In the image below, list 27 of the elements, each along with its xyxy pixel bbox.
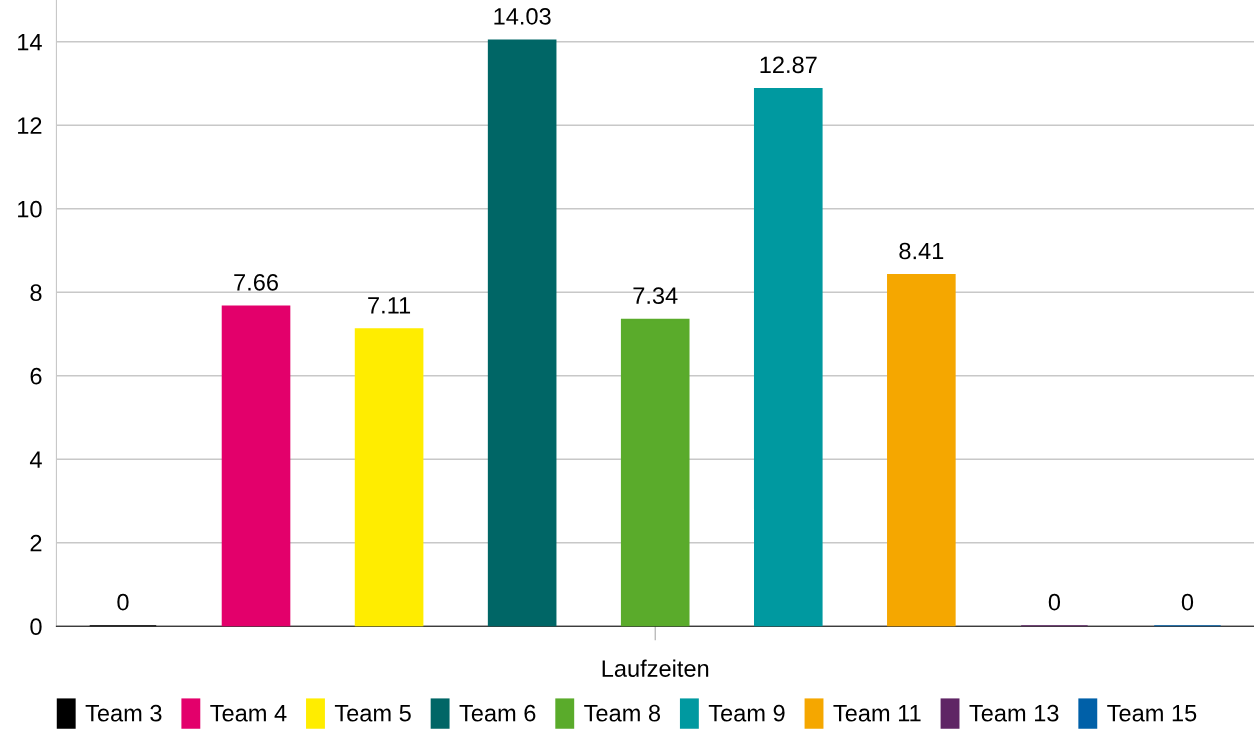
- data-label: 7.66: [234, 273, 278, 291]
- y-tick-label: 12: [18, 117, 42, 134]
- legend-label: Team 3: [85, 704, 162, 722]
- x-tick-label: Laufzeiten: [602, 659, 709, 677]
- legend-label: Team 13: [969, 704, 1059, 722]
- y-tick-label: 14: [18, 34, 42, 51]
- data-label: 12.87: [760, 56, 817, 74]
- legend-label: Team 6: [459, 704, 536, 722]
- legend-label: Team 4: [210, 705, 287, 722]
- y-tick-label: 8: [30, 284, 42, 302]
- data-label: 0: [117, 593, 129, 611]
- legend-label: Team 9: [708, 704, 785, 722]
- y-tick-label: 2: [30, 534, 42, 552]
- y-tick-label: 10: [18, 200, 42, 218]
- data-label: 14.03: [494, 8, 551, 25]
- data-label: 7.11: [368, 297, 411, 314]
- y-tick-label: 6: [30, 367, 42, 385]
- data-label: 0: [1048, 593, 1061, 611]
- y-tick-label: 4: [29, 451, 42, 468]
- legend-label: Team 15: [1107, 705, 1197, 722]
- y-tick-label: 0: [30, 618, 42, 636]
- legend-label: Team 11: [833, 705, 921, 722]
- data-label: 7.34: [633, 287, 678, 305]
- legend-label: Team 5: [334, 705, 411, 722]
- data-label: 0: [1181, 593, 1194, 611]
- legend-label: Team 8: [584, 704, 661, 722]
- data-label: 8.41: [899, 242, 944, 260]
